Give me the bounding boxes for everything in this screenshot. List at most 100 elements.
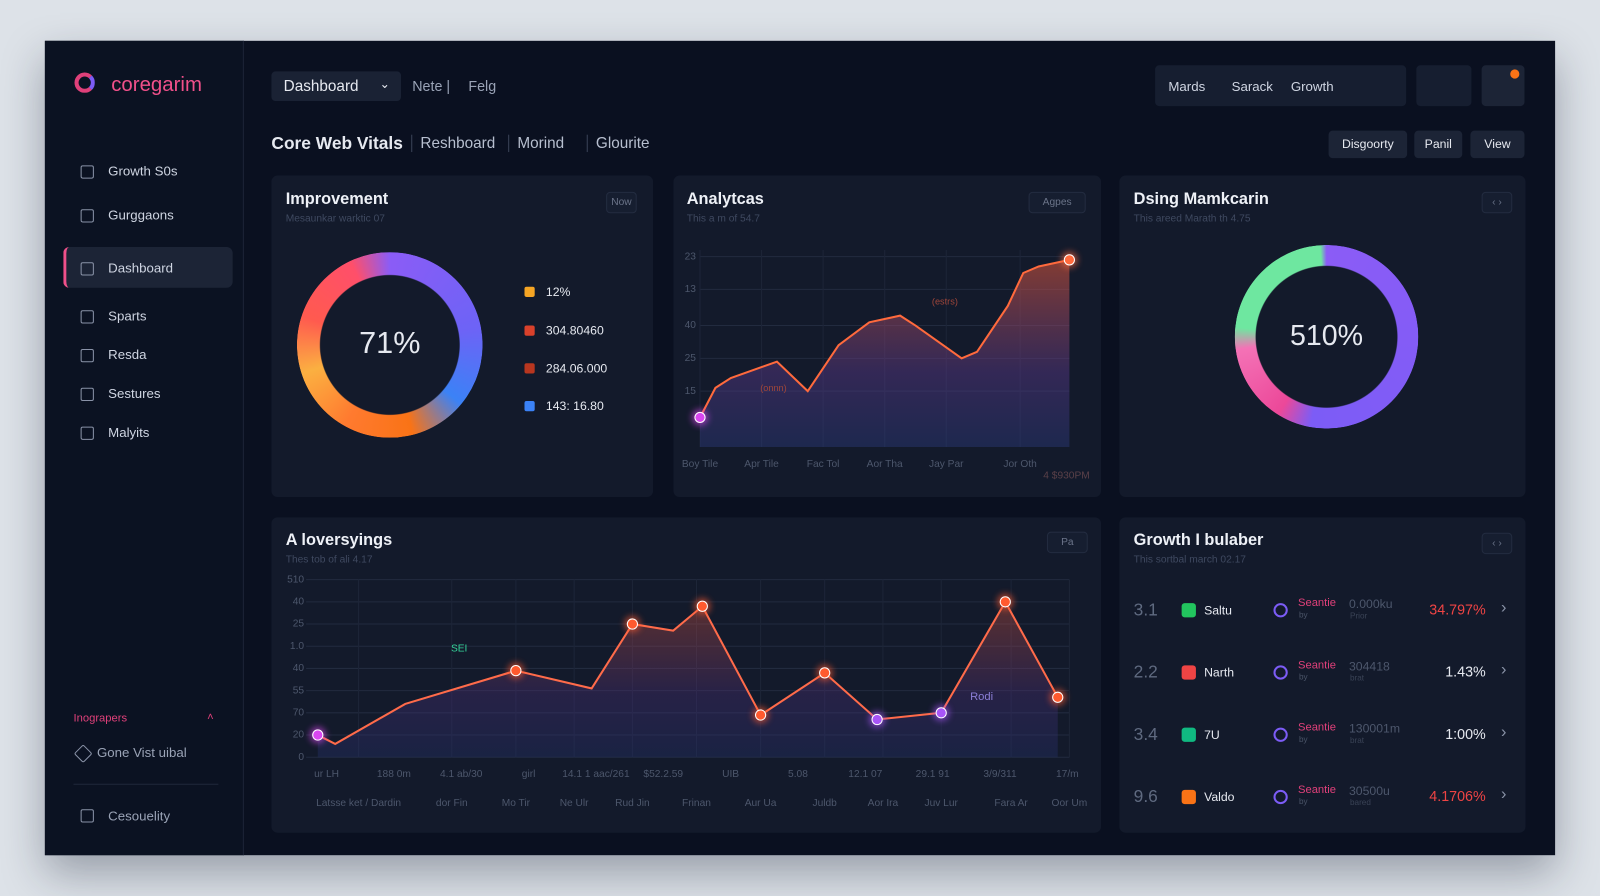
y-tick-label: 55 [293, 685, 305, 696]
row-chevron[interactable]: › [1501, 599, 1507, 617]
donut-center: 71% [359, 326, 421, 361]
top-link[interactable]: Felg [468, 77, 497, 94]
x-secondary-label: 29.1 91 [916, 769, 950, 780]
section-item[interactable]: Gone Vist uibal [96, 744, 187, 761]
data-line [699, 258, 1070, 418]
row-name[interactable]: Narth [1204, 665, 1235, 680]
card-subtitle: This a m of 54.7 [686, 213, 760, 225]
row-tag: Seantie [1297, 659, 1337, 672]
row-chevron[interactable]: › [1501, 785, 1507, 804]
legend-swatch [524, 325, 535, 336]
top-link[interactable]: Nete | [412, 77, 451, 94]
x-tick-label: Frinan [682, 798, 711, 809]
card-title: A loversyings [285, 531, 393, 550]
button[interactable]: Panil [1414, 130, 1463, 159]
card-nav[interactable]: ‹ › [1481, 532, 1513, 555]
dropdown-caret: ⌄ [379, 76, 390, 91]
x-tick-label: Jor Oth [1003, 459, 1036, 470]
marker [626, 618, 639, 630]
legend-swatch [524, 286, 535, 297]
row-chevron[interactable]: › [1501, 723, 1507, 741]
card-subtitle: This areed Marath th 4.75 [1133, 213, 1251, 225]
dropdown[interactable] [271, 71, 402, 102]
button[interactable]: Disgoorty [1328, 130, 1408, 159]
notification-dot [1510, 69, 1520, 79]
annotation: (estrs) [932, 296, 958, 306]
y-tick-label: 70 [293, 708, 305, 719]
nav-icon [80, 310, 94, 324]
card-title: Dsing Mamkcarin [1133, 190, 1269, 209]
row-value-sub: Prior [1350, 611, 1368, 621]
x-tick-label: Juldb [812, 798, 837, 809]
collapse-icon[interactable]: ˄ [207, 711, 214, 724]
x-tick-label: Juv Lur [924, 798, 958, 809]
marker [694, 411, 706, 424]
row-name[interactable]: 7U [1204, 727, 1220, 742]
y-tick-label: 25 [685, 353, 697, 364]
x-tick-label: Aor Tha [867, 459, 903, 470]
nav-icon [80, 387, 94, 402]
button[interactable]: View [1470, 130, 1525, 159]
card-badge[interactable]: Now [606, 191, 637, 214]
y-tick-label: 40 [293, 597, 305, 608]
logo-text[interactable]: coregarim [111, 73, 202, 96]
y-tick-label: 40 [685, 320, 697, 331]
footer-icon [80, 809, 94, 823]
x-tick-label: Fac Tol [807, 459, 840, 470]
row-change: 1.43% [1445, 663, 1486, 680]
row-tag-sub: by [1298, 610, 1308, 620]
row-tag-icon [1273, 727, 1288, 742]
x-tick-label: Boy Tile [682, 459, 719, 470]
nav-item[interactable]: Malyits [108, 424, 150, 440]
x-tick-label: Aur Ua [745, 798, 777, 809]
marker [819, 667, 831, 679]
y-tick-label: 23 [685, 251, 697, 262]
card-badge[interactable]: Agpes [1028, 191, 1086, 214]
sidebar-footer[interactable]: Cesouelity [108, 808, 171, 824]
nav-item[interactable]: Resda [108, 346, 147, 363]
nav-item[interactable]: Sparts [108, 308, 147, 324]
legend-swatch [524, 401, 535, 412]
tab[interactable]: Growth [1290, 78, 1334, 94]
y-tick-label: 510 [287, 574, 304, 585]
nav-item[interactable]: Dashboard [108, 260, 174, 276]
nav-icon [80, 349, 94, 363]
y-tick-label: 20 [293, 730, 305, 741]
row-tag: Seantie [1297, 721, 1337, 734]
icon-button[interactable] [1416, 65, 1472, 107]
nav-item[interactable]: Gurggaons [108, 207, 174, 223]
x-tick-label: Oor Um [1052, 798, 1088, 809]
y-tick-label: 13 [685, 284, 697, 295]
dropdown-label[interactable]: Dashboard [283, 77, 359, 95]
tab[interactable]: Sarack [1231, 78, 1273, 94]
row-name[interactable]: Saltu [1204, 603, 1233, 618]
y-tick-label: 40 [293, 663, 305, 674]
x-secondary-label: $52.2.59 [643, 769, 683, 780]
tab[interactable]: Mards [1168, 78, 1206, 94]
nav-icon [80, 209, 94, 223]
nav-item[interactable]: Growth S0s [108, 163, 178, 179]
donut-ring [1234, 244, 1419, 429]
row-icon [1181, 603, 1196, 618]
card-badge[interactable]: Pa [1046, 531, 1088, 554]
logo-mark [74, 72, 95, 93]
card-nav[interactable]: ‹ › [1481, 191, 1513, 214]
row-value: 130001m [1348, 721, 1401, 736]
card-subtitle: This sortbal march 02.17 [1133, 554, 1246, 566]
x-tick-label: Rud Jin [615, 798, 650, 809]
nav-icon [80, 165, 94, 179]
legend-swatch [524, 363, 535, 374]
nav-item[interactable]: Sestures [108, 385, 161, 402]
card-title: Growth I bulaber [1133, 531, 1264, 550]
breadcrumb-link[interactable]: Glourite [586, 134, 650, 153]
row-tag-sub: by [1298, 734, 1308, 744]
y-tick-label: 0 [298, 752, 304, 763]
breadcrumb-link[interactable]: Reshboard [411, 134, 495, 153]
row-name[interactable]: Valdo [1204, 789, 1235, 805]
row-tag-sub: by [1298, 672, 1308, 682]
breadcrumb-link[interactable]: Morind [508, 134, 564, 153]
section-label[interactable]: Inograpers [73, 712, 128, 725]
row-chevron[interactable]: › [1501, 661, 1507, 679]
row-change: 4.1706% [1429, 787, 1486, 805]
